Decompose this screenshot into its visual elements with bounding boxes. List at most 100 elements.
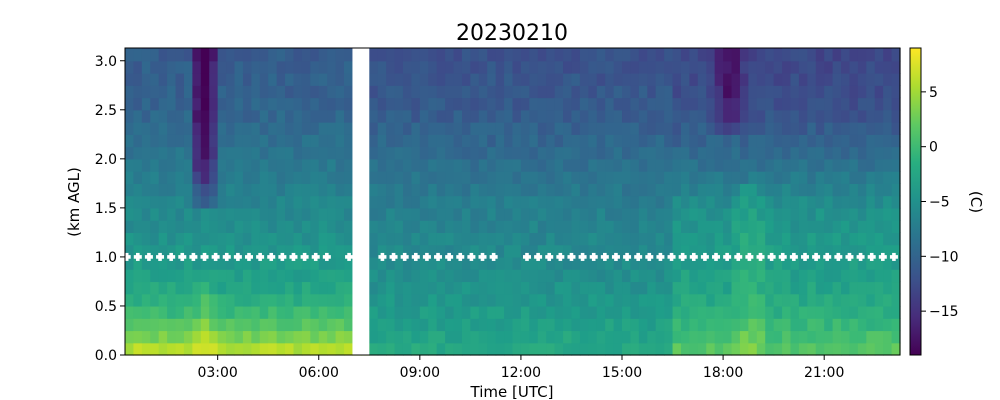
heatmap-cell xyxy=(841,134,851,148)
heatmap-cell xyxy=(520,318,530,332)
heatmap-cell xyxy=(369,342,379,356)
heatmap-cell xyxy=(183,330,193,344)
heatmap-cell xyxy=(268,171,278,184)
heatmap-cell xyxy=(242,109,252,123)
heatmap-cell xyxy=(680,342,690,356)
heatmap-cell xyxy=(226,97,236,111)
heatmap-cell xyxy=(234,109,244,123)
heatmap-cell xyxy=(285,109,295,123)
heatmap-cell xyxy=(824,97,834,111)
heatmap-cell xyxy=(335,60,345,74)
heatmap-cell xyxy=(520,73,530,86)
marker-point xyxy=(667,252,676,261)
heatmap-cell xyxy=(419,109,429,123)
heatmap-cell xyxy=(841,330,851,344)
heatmap-cell xyxy=(790,97,800,111)
heatmap-cell xyxy=(436,134,446,148)
heatmap-cell xyxy=(402,146,413,160)
heatmap-cell xyxy=(504,342,514,356)
heatmap-cell xyxy=(655,48,665,62)
heatmap-cell xyxy=(183,195,193,209)
heatmap-cell xyxy=(411,146,421,160)
heatmap-cell xyxy=(563,220,573,233)
y-tick-label: 2.5 xyxy=(95,103,117,119)
heatmap-cell xyxy=(866,158,876,172)
heatmap-cell xyxy=(866,256,876,270)
heatmap-cell xyxy=(714,318,724,332)
heatmap-cell xyxy=(731,60,741,74)
heatmap-cell xyxy=(773,171,783,184)
heatmap-cell xyxy=(672,256,682,270)
heatmap-cell xyxy=(605,48,615,62)
heatmap-cell xyxy=(478,195,488,209)
heatmap-cell xyxy=(664,73,674,86)
heatmap-cell xyxy=(504,281,514,295)
heatmap-cell xyxy=(571,207,581,221)
heatmap-cell xyxy=(200,109,210,123)
heatmap-cell xyxy=(689,318,699,332)
heatmap-cell xyxy=(335,305,345,319)
marker-bar-v xyxy=(669,252,674,261)
heatmap-cell xyxy=(824,158,834,172)
heatmap-cell xyxy=(141,60,151,74)
heatmap-cell xyxy=(588,342,598,356)
heatmap-cell xyxy=(495,220,505,233)
heatmap-cell xyxy=(293,60,303,74)
heatmap-cell xyxy=(209,48,219,62)
heatmap-cell xyxy=(571,109,581,123)
heatmap-cell xyxy=(655,281,665,295)
heatmap-cell xyxy=(242,60,252,74)
heatmap-cell xyxy=(782,134,792,148)
heatmap-cell xyxy=(588,146,598,160)
heatmap-cell xyxy=(529,269,539,283)
heatmap-cell xyxy=(571,146,581,160)
heatmap-cell xyxy=(841,256,851,270)
heatmap-cell xyxy=(293,48,303,50)
heatmap-cell xyxy=(815,122,825,135)
heatmap-cell xyxy=(318,256,328,270)
heatmap-cell xyxy=(445,342,455,356)
heatmap-cell xyxy=(731,146,741,160)
heatmap-cell xyxy=(310,48,320,50)
heatmap-cell xyxy=(689,269,699,283)
heatmap-cell xyxy=(756,73,766,86)
heatmap-cell xyxy=(478,134,488,148)
heatmap-cell xyxy=(242,293,252,307)
heatmap-cell xyxy=(756,146,766,160)
heatmap-cell xyxy=(756,195,766,209)
heatmap-cell xyxy=(234,293,244,307)
heatmap-cell xyxy=(445,134,455,148)
heatmap-cell xyxy=(259,318,269,332)
heatmap-cell xyxy=(133,195,143,209)
heatmap-cell xyxy=(327,158,337,172)
heatmap-cell xyxy=(689,60,699,74)
heatmap-cell xyxy=(436,171,446,184)
heatmap-cell xyxy=(731,220,741,233)
heatmap-cell xyxy=(630,171,640,184)
heatmap-cell xyxy=(495,195,505,209)
heatmap-cell xyxy=(133,158,143,172)
marker-bar-v xyxy=(591,252,596,261)
heatmap-cell xyxy=(394,305,404,319)
heatmap-cell xyxy=(276,73,286,86)
heatmap-cell xyxy=(402,85,413,99)
heatmap-cell xyxy=(402,244,413,258)
heatmap-cell xyxy=(706,171,716,184)
heatmap-cell xyxy=(495,85,505,99)
heatmap-cell xyxy=(815,269,825,283)
heatmap-cell xyxy=(714,232,724,246)
heatmap-cell xyxy=(226,342,236,356)
heatmap-cell xyxy=(478,244,488,258)
heatmap-cell xyxy=(680,244,690,258)
heatmap-cell xyxy=(883,134,893,148)
heatmap-cell xyxy=(453,269,463,283)
heatmap-cell xyxy=(790,134,800,148)
heatmap-cell xyxy=(773,48,783,50)
heatmap-cell xyxy=(647,183,657,197)
heatmap-cell xyxy=(150,220,160,233)
heatmap-cell xyxy=(344,244,354,258)
heatmap-cell xyxy=(167,195,177,209)
heatmap-cell xyxy=(891,122,901,135)
heatmap-cell xyxy=(731,48,741,62)
heatmap-cell xyxy=(226,195,236,209)
